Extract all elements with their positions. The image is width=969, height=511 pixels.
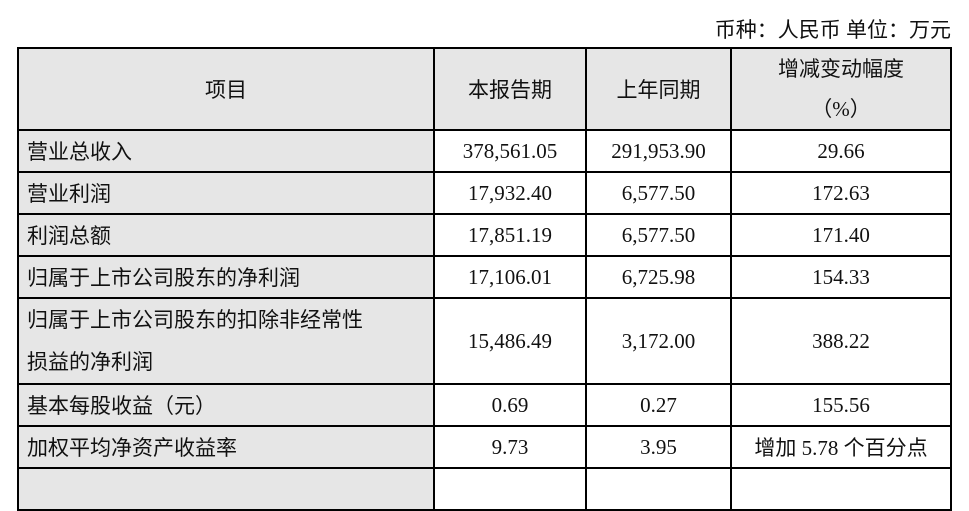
row-change: 154.33 [730, 255, 952, 299]
row-item: 营业利润 [17, 171, 435, 215]
row-prior: 6,725.98 [585, 255, 732, 299]
row-change [730, 467, 952, 511]
table-header-row: 项目 本报告期 上年同期 增减变动幅度 （%） [17, 47, 952, 131]
row-change: 172.63 [730, 171, 952, 215]
table-row: 营业总收入 378,561.05 291,953.90 29.66 [17, 129, 952, 173]
row-change: 29.66 [730, 129, 952, 173]
table-row: 营业利润 17,932.40 6,577.50 172.63 [17, 171, 952, 215]
row-item: 利润总额 [17, 213, 435, 257]
row-item: 归属于上市公司股东的扣除非经常性 损益的净利润 [17, 297, 435, 385]
row-current: 17,932.40 [433, 171, 587, 215]
row-current: 9.73 [433, 425, 587, 469]
row-item-line1: 归属于上市公司股东的扣除非经常性 [27, 308, 363, 332]
table-row: 归属于上市公司股东的扣除非经常性 损益的净利润 15,486.49 3,172.0… [17, 297, 952, 385]
financial-summary-table: 项目 本报告期 上年同期 增减变动幅度 （%） 营业总收入 378,561.05 … [17, 47, 952, 511]
row-prior: 6,577.50 [585, 213, 732, 257]
row-current: 0.69 [433, 383, 587, 427]
row-prior [585, 467, 732, 511]
row-item: 归属于上市公司股东的净利润 [17, 255, 435, 299]
table-row: 加权平均净资产收益率 9.73 3.95 增加 5.78 个百分点 [17, 425, 952, 469]
row-prior: 6,577.50 [585, 171, 732, 215]
header-prior-period: 上年同期 [585, 47, 732, 131]
table-row: 利润总额 17,851.19 6,577.50 171.40 [17, 213, 952, 257]
row-current: 378,561.05 [433, 129, 587, 173]
row-change: 171.40 [730, 213, 952, 257]
row-change: 388.22 [730, 297, 952, 385]
row-current: 17,851.19 [433, 213, 587, 257]
row-item: 营业总收入 [17, 129, 435, 173]
row-item: 基本每股收益（元） [17, 383, 435, 427]
currency-unit-note: 币种：人民币 单位：万元 [714, 18, 951, 42]
row-prior: 3,172.00 [585, 297, 732, 385]
row-current: 17,106.01 [433, 255, 587, 299]
header-change-percent: 增减变动幅度 （%） [730, 47, 952, 131]
row-current [433, 467, 587, 511]
row-item: 加权平均净资产收益率 [17, 425, 435, 469]
header-current-period: 本报告期 [433, 47, 587, 131]
row-item [17, 467, 435, 511]
header-change-label: 增减变动幅度 [778, 57, 904, 81]
header-percent-label: （%） [811, 97, 871, 121]
table-row: 基本每股收益（元） 0.69 0.27 155.56 [17, 383, 952, 427]
row-prior: 0.27 [585, 383, 732, 427]
row-current: 15,486.49 [433, 297, 587, 385]
row-change: 155.56 [730, 383, 952, 427]
table-row-partial [17, 467, 952, 511]
row-prior: 291,953.90 [585, 129, 732, 173]
row-prior: 3.95 [585, 425, 732, 469]
row-change: 增加 5.78 个百分点 [730, 425, 952, 469]
header-item: 项目 [17, 47, 435, 131]
row-item-line2: 损益的净利润 [27, 350, 153, 374]
table-row: 归属于上市公司股东的净利润 17,106.01 6,725.98 154.33 [17, 255, 952, 299]
